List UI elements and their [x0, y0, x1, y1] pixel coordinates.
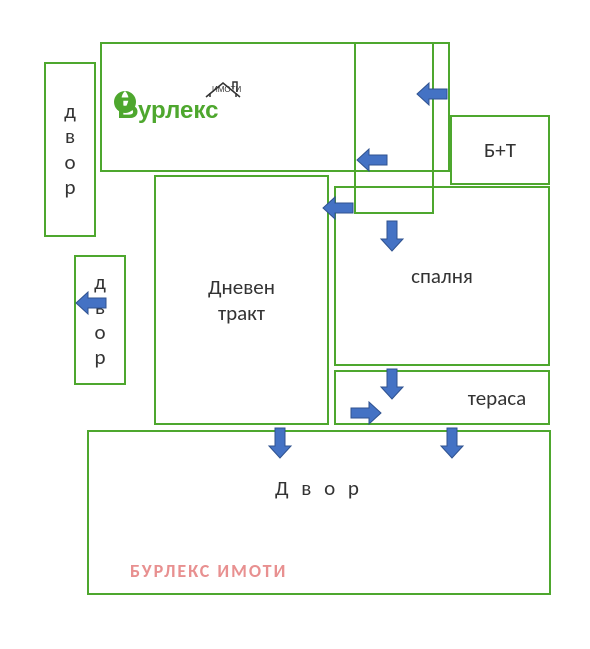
brand-logo: Б урлекс ИМОТИ: [110, 70, 265, 135]
room-label: двор: [64, 99, 76, 200]
arrow-left-0: [416, 80, 448, 113]
arrow-down-4: [378, 220, 406, 257]
room-dvor-left-top: двор: [44, 62, 96, 237]
room-label: тераса: [468, 385, 526, 411]
room-label: Б+Т: [484, 137, 516, 163]
arrow-left-2: [322, 194, 354, 227]
room-bedroom: спалня: [334, 186, 550, 366]
room-label: Д в о р: [275, 475, 363, 501]
arrow-left-1: [356, 146, 388, 179]
logo-b: Б: [117, 92, 139, 125]
arrow-down-7: [266, 427, 294, 464]
arrow-down-8: [438, 427, 466, 464]
watermark-text: БУРЛЕКС ИМОТИ: [130, 560, 287, 582]
room-label: Дневентракт: [208, 274, 275, 326]
arrow-down-5: [378, 368, 406, 405]
arrow-right-6: [350, 399, 382, 432]
room-bt: Б+Т: [450, 115, 550, 185]
svg-text:урлекс: урлекс: [138, 97, 218, 124]
room-label: спалня: [411, 263, 473, 289]
room-living: Дневентракт: [154, 175, 329, 425]
arrow-left-3: [75, 289, 107, 322]
